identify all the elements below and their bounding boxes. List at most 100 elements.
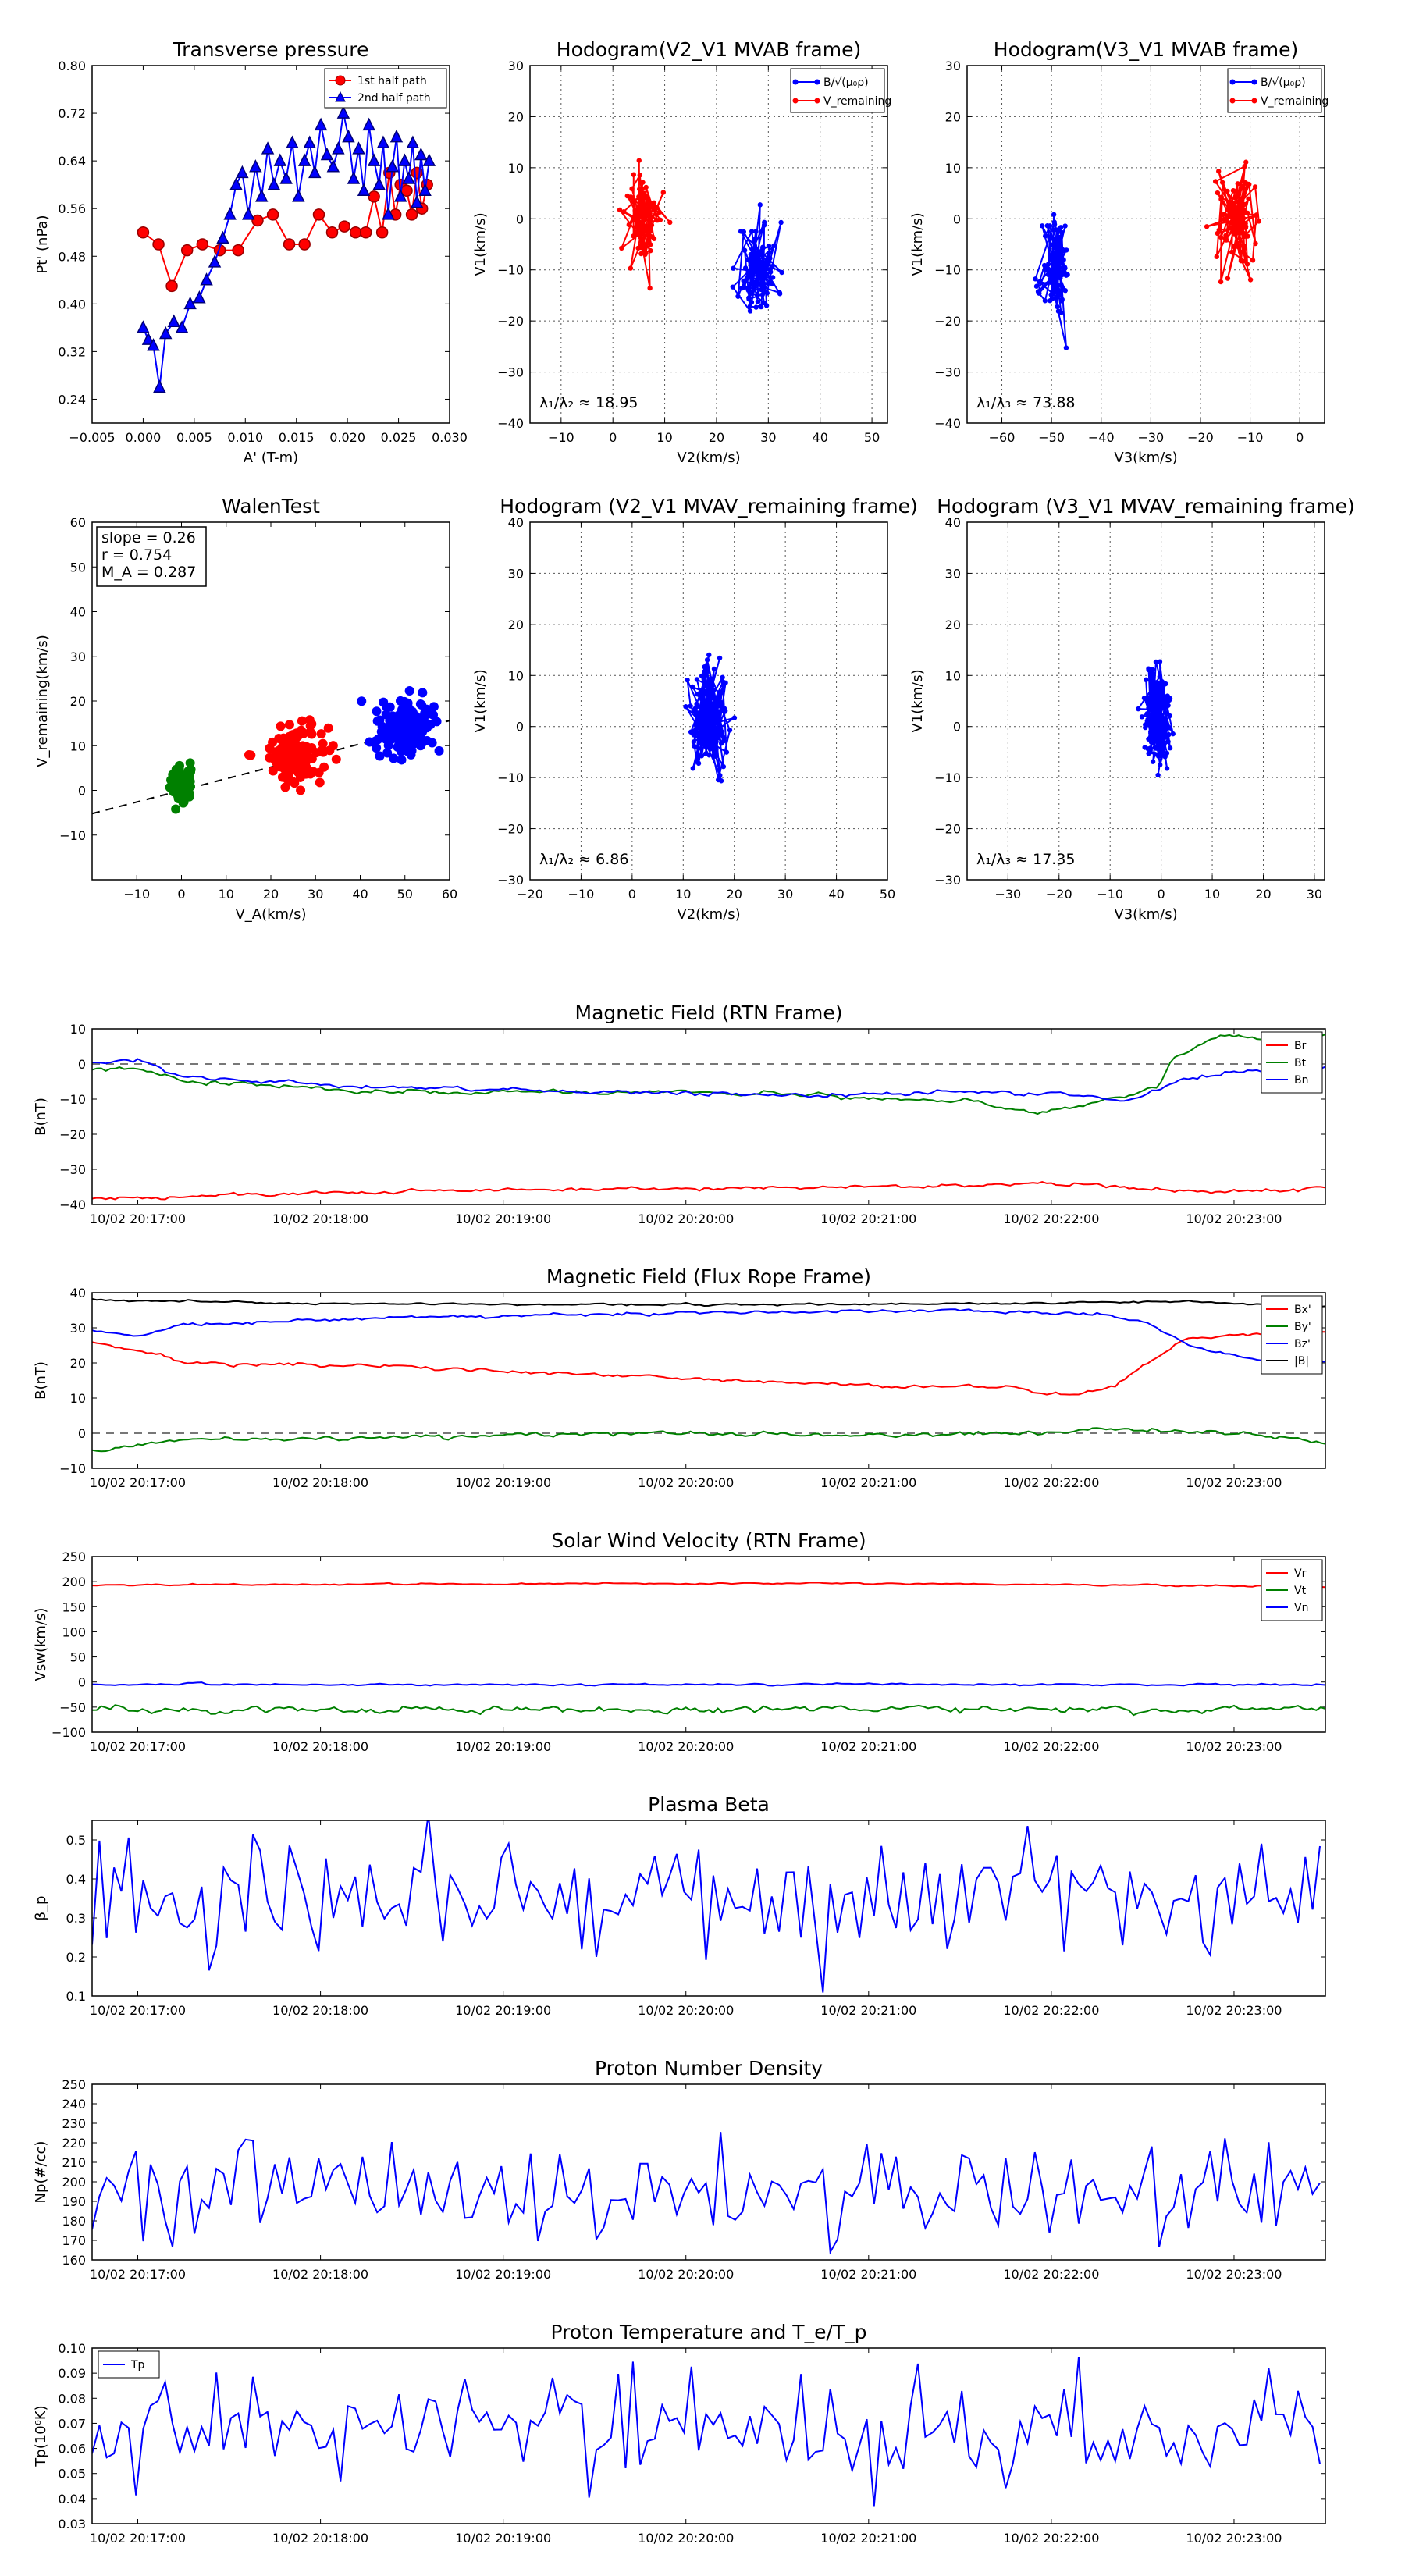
- data-point: [277, 772, 287, 782]
- data-point: [1144, 710, 1150, 717]
- x-tick-label: 0.005: [176, 430, 212, 445]
- y-tick-label: 20: [70, 694, 86, 709]
- data-point: [171, 804, 181, 814]
- data-point: [273, 153, 286, 166]
- series-line-vn: [92, 1681, 1325, 1687]
- data-point: [382, 748, 393, 758]
- data-point: [182, 785, 192, 795]
- data-point: [699, 745, 704, 752]
- data-point: [1243, 225, 1249, 231]
- data-point: [1146, 666, 1151, 671]
- data-point: [398, 153, 411, 166]
- chart-ts5: Proton Number Density 160 170 180 190 200 210 2…: [33, 2057, 1326, 2282]
- data-point: [709, 707, 715, 713]
- data-point: [1153, 707, 1158, 713]
- data-point: [1161, 726, 1168, 731]
- data-point: [1057, 234, 1062, 240]
- data-point: [635, 230, 640, 236]
- series-line-br: [92, 1180, 1325, 1201]
- data-point: [414, 147, 428, 161]
- plot-frame: [91, 1820, 1326, 1997]
- data-point: [731, 715, 738, 720]
- y-tick-label: −20: [934, 314, 961, 329]
- x-tick-label: 10/02 20:20:00: [638, 2531, 734, 2546]
- data-point: [1232, 205, 1238, 212]
- data-point: [720, 674, 725, 681]
- data-point: [753, 304, 759, 310]
- data-point: [724, 749, 730, 755]
- data-point: [727, 728, 733, 733]
- x-tick-label: 10/02 20:23:00: [1186, 2267, 1282, 2282]
- data-point: [298, 238, 311, 251]
- data-point: [633, 208, 638, 215]
- y-tick-label: 0: [516, 720, 524, 735]
- data-point: [631, 233, 636, 239]
- data-point: [332, 141, 345, 155]
- y-tick-label: 0: [78, 1426, 86, 1441]
- data-point: [1167, 713, 1172, 719]
- chart-h4: Hodogram (V3_V1 MVAV_remaining frame) −30…: [909, 495, 1355, 923]
- data-point: [699, 673, 705, 679]
- x-tick-label: 0.015: [279, 430, 315, 445]
- data-point: [180, 244, 194, 257]
- x-tick-label: 10/02 20:18:00: [272, 1739, 368, 1754]
- legend-label: Vr: [1294, 1567, 1307, 1580]
- y-tick-label: 0.32: [58, 344, 86, 359]
- data-point: [1047, 223, 1053, 229]
- x-tick-label: 40: [352, 887, 368, 902]
- data-point: [716, 777, 721, 783]
- y-tick-label: 0.80: [58, 59, 86, 73]
- data-point: [1223, 237, 1229, 243]
- data-point: [619, 245, 624, 251]
- data-point: [1239, 196, 1245, 201]
- data-point: [1162, 754, 1168, 760]
- y-tick-label: 0: [78, 1675, 86, 1690]
- data-point: [277, 753, 287, 763]
- data-point: [638, 251, 644, 257]
- data-point: [1225, 207, 1230, 212]
- x-tick-label: −50: [1038, 430, 1065, 445]
- data-point: [755, 272, 761, 277]
- data-point: [200, 272, 213, 286]
- data-point: [685, 677, 690, 683]
- data-point: [1253, 240, 1258, 247]
- data-point: [1218, 194, 1225, 200]
- data-point: [637, 206, 643, 212]
- data-point: [640, 180, 646, 185]
- data-point: [315, 777, 325, 788]
- chart-h3: Hodogram (V2_V1 MVAV_remaining frame) −30…: [472, 495, 918, 923]
- y-tick-label: 20: [70, 1356, 86, 1371]
- data-point: [1157, 705, 1162, 711]
- data-point: [719, 729, 725, 735]
- y-tick-label: −30: [934, 365, 961, 380]
- data-point: [1058, 297, 1065, 304]
- data-point: [1252, 184, 1258, 190]
- data-point: [1055, 308, 1062, 314]
- x-tick-label: 40: [813, 430, 828, 445]
- x-tick-label: 10: [656, 430, 672, 445]
- data-point: [1141, 696, 1147, 701]
- data-point: [429, 710, 439, 720]
- data-point: [738, 229, 744, 234]
- data-point: [748, 251, 754, 258]
- data-point: [747, 308, 753, 314]
- data-point: [711, 744, 717, 750]
- data-point: [316, 729, 326, 739]
- data-point: [326, 159, 340, 173]
- data-point: [1167, 745, 1173, 751]
- plot-area: [92, 1034, 1325, 1201]
- plot-area: [683, 652, 738, 784]
- data-point: [758, 304, 764, 310]
- data-point: [688, 703, 693, 709]
- y-tick-label: 50: [70, 1650, 86, 1665]
- data-point: [1062, 223, 1068, 229]
- y-tick-label: −10: [497, 770, 524, 785]
- legend: Bx' By' Bz' |B|: [1261, 1295, 1323, 1375]
- legend-label: 2nd half path: [357, 92, 431, 105]
- data-point: [382, 207, 395, 220]
- data-point: [1051, 222, 1058, 227]
- plot-frame: [91, 1028, 1326, 1205]
- data-point: [766, 259, 772, 265]
- y-tick-label: −40: [59, 1197, 86, 1212]
- data-point: [208, 254, 222, 268]
